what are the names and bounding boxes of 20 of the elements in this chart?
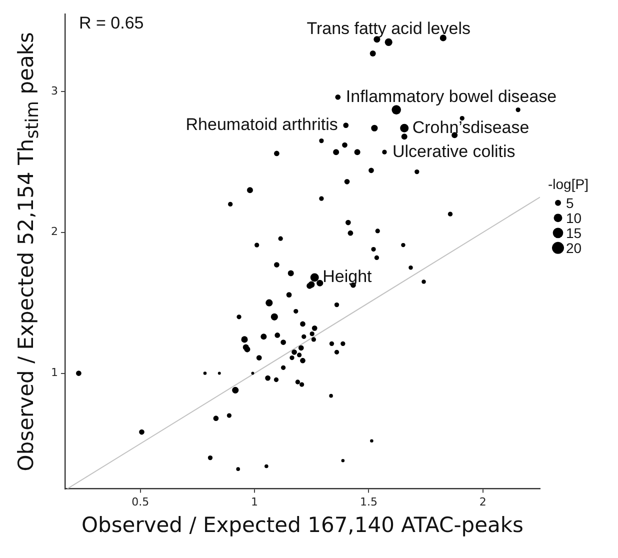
annotation: Trans fatty acid levels — [306, 18, 470, 38]
y-tick-label: 1 — [51, 366, 58, 380]
x-tick-label: 0.5 — [132, 495, 150, 508]
y-tick-label: 2 — [51, 225, 58, 238]
annotation: Crohn’sdisease — [412, 118, 530, 137]
legend-label: 10 — [566, 210, 582, 226]
legend-title: -log[P] — [548, 176, 588, 192]
x-tick-label: 1.5 — [360, 495, 378, 508]
legend-label: 15 — [566, 224, 582, 241]
annotation: R = 0.65 — [79, 14, 144, 33]
annotation: Inflammatory bowel disease — [346, 86, 557, 106]
annotation: Height — [322, 267, 372, 286]
annotation: Ulcerative colitis — [392, 142, 516, 161]
x-tick-label: 2 — [479, 495, 486, 508]
y-tick-label: 3 — [51, 84, 58, 98]
x-tick-label: 1 — [251, 495, 258, 508]
annotation: Rheumatoid arthritis — [186, 114, 338, 134]
x-axis-title: Observed / Expected 167,140 ATAC-peaks — [81, 512, 524, 537]
legend-label: 5 — [566, 194, 574, 211]
legend-label: 20 — [566, 240, 582, 256]
